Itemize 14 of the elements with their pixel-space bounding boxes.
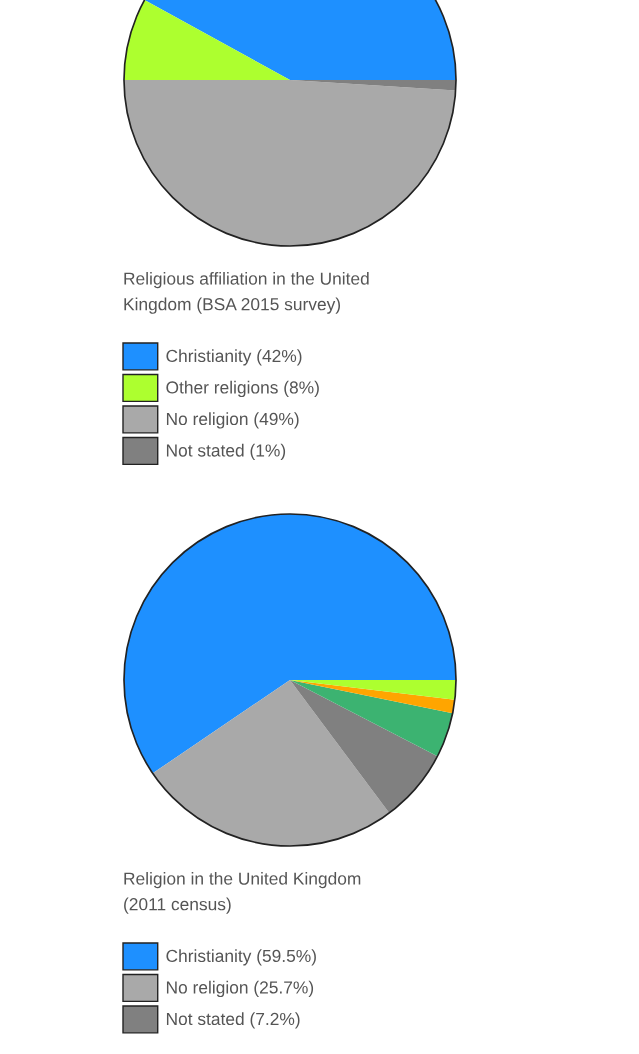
legend-label: Christianity (59.5%) [166, 949, 316, 966]
pie-slice [290, 680, 453, 757]
legend-label: Not stated (1%) [166, 443, 286, 461]
text: Religion in the United Kingdom (2011 census) [124, 872, 361, 914]
pie-slice [290, 680, 455, 714]
pie-slice [290, 680, 438, 814]
legend-label: No religion (49%) [166, 412, 299, 429]
legend-label: Not stated (7.2%) [166, 1012, 300, 1029]
legend-label: Christianity (42%) [166, 349, 302, 366]
pie-slice [124, 514, 457, 774]
legend-label: Other religions (8%) [166, 380, 319, 398]
pie-slice [152, 680, 390, 847]
text: Religious affiliation in the United Kingdom (BSA 2015 survey) [124, 272, 369, 314]
legend-label: No religion (25.7%) [166, 980, 314, 998]
